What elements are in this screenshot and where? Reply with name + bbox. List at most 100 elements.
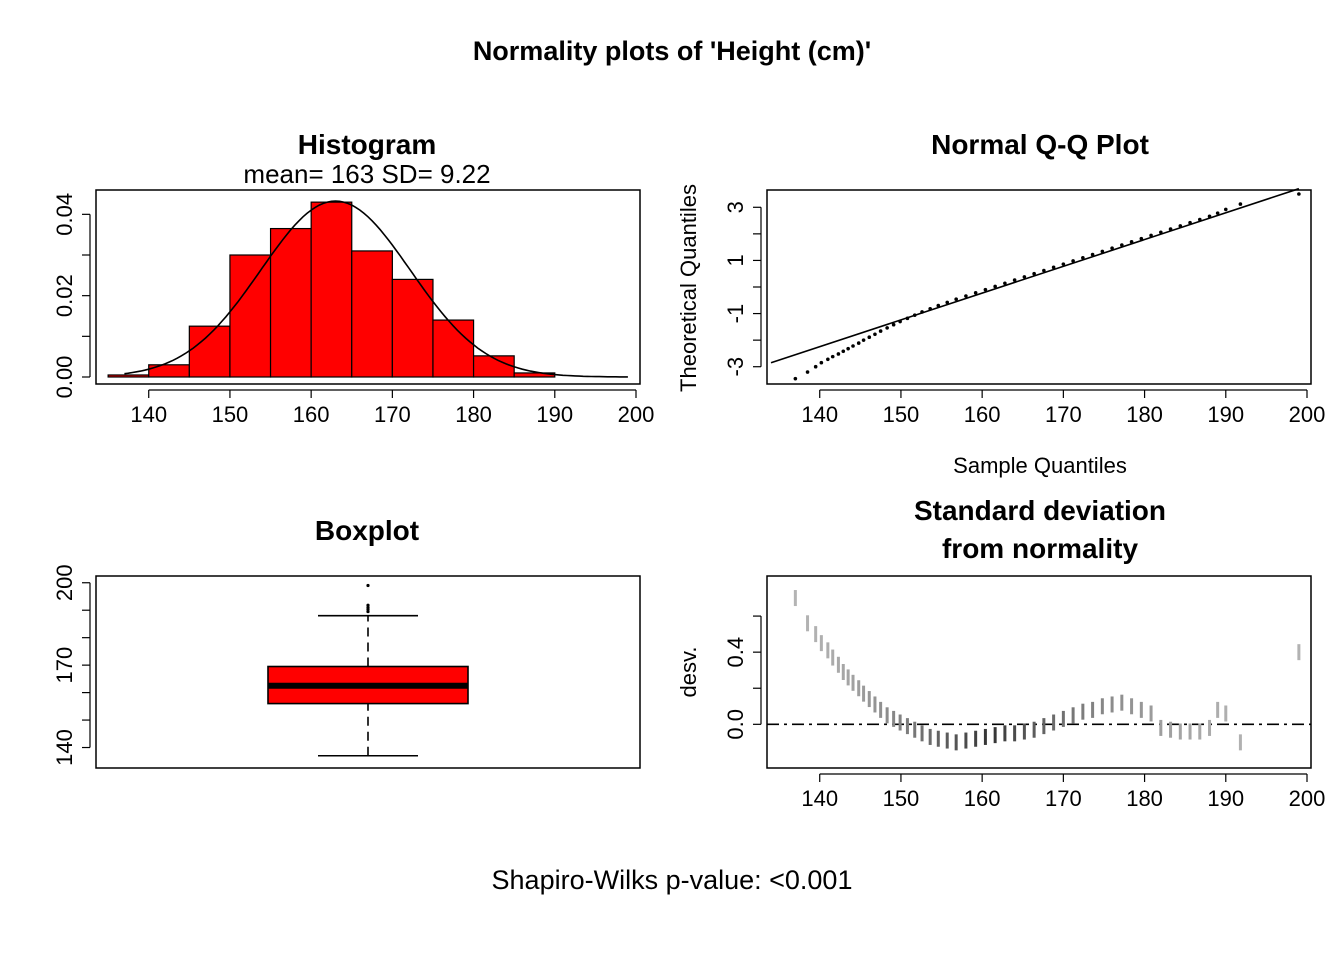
deviation-point xyxy=(1130,698,1134,715)
qq-point xyxy=(1120,243,1124,247)
deviation-point xyxy=(1091,701,1095,718)
histogram-title: Histogram xyxy=(298,129,436,160)
qq-reference-line xyxy=(770,187,1300,364)
deviation-x-tick-label: 150 xyxy=(883,786,920,811)
boxplot-plot-frame xyxy=(95,575,641,769)
qq-point xyxy=(1129,240,1134,244)
histogram-bar xyxy=(432,319,475,378)
qq-point xyxy=(1238,202,1243,206)
deviation-point xyxy=(945,732,949,749)
qq-point xyxy=(851,344,855,348)
histogram-plot-frame xyxy=(95,189,641,385)
qq-plot-title: Normal Q-Q Plot xyxy=(931,129,1149,160)
deviation-point xyxy=(1022,723,1026,740)
deviation-point xyxy=(885,707,889,724)
qq-point xyxy=(1012,278,1017,282)
deviation-title-line2: from normality xyxy=(942,533,1138,564)
deviation-point xyxy=(851,674,855,691)
deviation-point xyxy=(1120,694,1124,711)
qq-point xyxy=(898,319,902,324)
deviation-point xyxy=(983,728,987,745)
deviation-point xyxy=(1071,707,1075,724)
qq-x-tick-label: 190 xyxy=(1207,402,1244,427)
qq-point xyxy=(1032,271,1036,276)
boxplot-panel: Boxplot 140 170 200 xyxy=(52,515,641,769)
qq-point xyxy=(1090,252,1095,257)
deviation-point xyxy=(1061,710,1065,727)
qq-point xyxy=(983,287,988,292)
deviation-y-tick-label: 0.4 xyxy=(723,637,748,668)
qq-x-tick-label: 160 xyxy=(964,402,1001,427)
qq-x-tick-label: 140 xyxy=(801,402,838,427)
histogram-y-tick-label: 0.04 xyxy=(52,193,77,236)
qq-y-tick-label: -3 xyxy=(723,357,748,377)
qq-point xyxy=(867,335,872,340)
qq-point xyxy=(813,364,818,369)
deviation-point xyxy=(1139,701,1143,718)
qq-point xyxy=(836,352,841,356)
qq-point xyxy=(920,310,924,314)
deviation-point xyxy=(831,649,835,666)
qq-point xyxy=(973,291,978,295)
qq-y-axis-label: Theoretical Quantiles xyxy=(676,184,701,392)
qq-point xyxy=(1100,249,1105,254)
qq-point xyxy=(1207,214,1212,219)
deviation-title-line1: Standard deviation xyxy=(914,495,1166,526)
deviation-point xyxy=(867,691,871,708)
deviation-point xyxy=(793,590,797,607)
qq-point xyxy=(1198,217,1202,222)
histogram-x-tick-label: 170 xyxy=(374,402,411,427)
deviation-point xyxy=(1149,705,1153,722)
qq-point xyxy=(964,294,968,298)
deviation-point xyxy=(936,730,940,747)
deviation-point xyxy=(1159,719,1163,736)
qq-point xyxy=(856,341,861,345)
deviation-point xyxy=(1178,723,1182,740)
qq-y-tick-label: 3 xyxy=(723,201,748,213)
deviation-point xyxy=(1238,734,1242,751)
qq-point xyxy=(841,349,846,354)
histogram-bar xyxy=(107,374,150,378)
deviation-point xyxy=(928,728,932,745)
boxplot-outlier xyxy=(366,609,370,614)
qq-point xyxy=(793,376,798,381)
boxplot-outlier xyxy=(366,583,370,588)
qq-point xyxy=(1003,281,1007,286)
qq-point xyxy=(1051,265,1056,270)
deviation-point xyxy=(920,725,924,742)
qq-point xyxy=(993,284,997,289)
deviation-point xyxy=(1052,714,1056,731)
histogram-bar xyxy=(229,254,272,378)
deviation-point xyxy=(806,615,810,632)
qq-point xyxy=(1215,211,1220,215)
qq-point xyxy=(1297,192,1301,196)
qq-x-tick-label: 170 xyxy=(1045,402,1082,427)
qq-point xyxy=(945,300,950,305)
histogram-y-tick-label: 0.00 xyxy=(52,356,77,399)
deviation-point xyxy=(1198,723,1202,740)
deviation-point xyxy=(1297,644,1301,661)
deviation-point xyxy=(1032,721,1036,738)
deviation-point xyxy=(1110,696,1114,713)
deviation-point xyxy=(879,701,883,718)
histogram-bar xyxy=(391,278,434,378)
qq-y-tick-label: -1 xyxy=(723,304,748,324)
figure-title: Normality plots of 'Height (cm)' xyxy=(473,36,871,66)
histogram-normal-curve xyxy=(124,200,628,378)
deviation-x-tick-label: 180 xyxy=(1126,786,1163,811)
deviation-point xyxy=(1208,719,1212,736)
qq-x-tick-label: 150 xyxy=(883,402,920,427)
qq-point xyxy=(861,338,866,342)
qq-point xyxy=(1110,246,1114,251)
deviation-point xyxy=(1224,705,1228,722)
qq-point xyxy=(826,357,830,362)
deviation-point xyxy=(1216,701,1220,718)
deviation-x-tick-label: 200 xyxy=(1289,786,1326,811)
qq-plot-panel: Normal Q-Q Plot Sample Quantiles Theoret… xyxy=(676,129,1325,478)
qq-point xyxy=(1149,233,1153,238)
deviation-point xyxy=(1188,723,1192,740)
qq-point xyxy=(1139,236,1144,241)
deviation-point xyxy=(905,718,909,735)
histogram-x-tick-label: 150 xyxy=(212,402,249,427)
